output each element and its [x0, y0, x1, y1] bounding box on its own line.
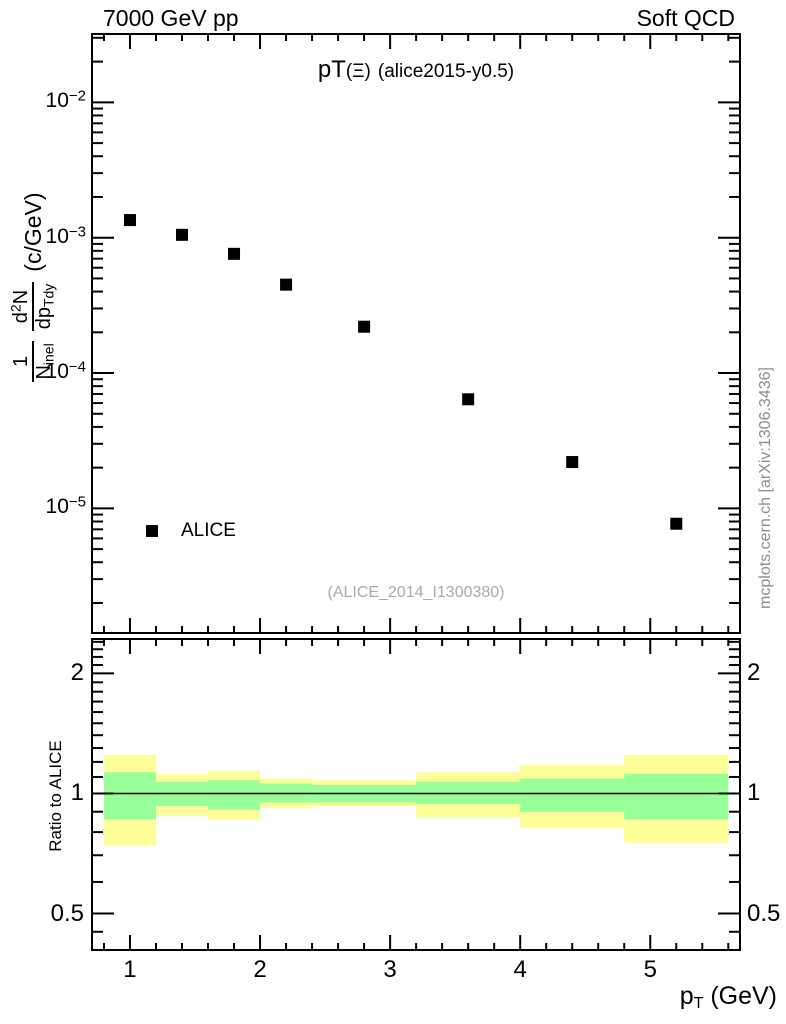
x-axis-label-t-subscript: T: [693, 995, 704, 1012]
y-axis-label-dp: dp: [33, 307, 55, 330]
ratio-band-green: [208, 780, 261, 810]
x-axis-tick-label: 4: [513, 956, 527, 983]
y-axis-tick-label: 10−2: [45, 87, 86, 113]
y-axis-label-squared: 2: [7, 304, 24, 313]
ratio-tick-label-right: 2: [747, 659, 761, 687]
x-axis-label: pT (GeV): [679, 982, 777, 1012]
y-axis-tick-label: 10−5: [45, 493, 86, 519]
data-point-marker: [462, 393, 475, 406]
y-axis-tick-label: 10−3: [45, 222, 86, 248]
legend-label: ALICE: [181, 520, 236, 541]
y-axis-tick-label: 10−4: [45, 358, 86, 384]
legend: ALICE: [146, 520, 236, 542]
x-axis-label-units: (GeV): [703, 982, 777, 1010]
data-point-marker: [566, 456, 579, 469]
x-axis-label-p: p: [679, 982, 694, 1010]
ratio-tick-label-right: 0.5: [747, 899, 781, 927]
main-plot-frame: [91, 33, 741, 634]
plot-title-particle: (Ξ): [345, 61, 371, 82]
ratio-band-green: [624, 773, 729, 820]
y-axis-label-tdy-subscript: Tdy: [40, 283, 57, 308]
plot-title: pT(Ξ) (alice2015-y0.5): [92, 56, 740, 84]
plot-title-observable: pT: [317, 56, 346, 83]
data-point-marker: [358, 320, 371, 333]
ratio-tick-label-right: 1: [747, 779, 761, 807]
watermark-label: mcplots.cern.ch [arXiv:1306.3436]: [757, 367, 774, 609]
y-axis-label-d: d: [10, 312, 32, 324]
legend-marker-square: [146, 525, 158, 537]
y-axis-label: 1 Ninel d2N dpTdy (c/GeV): [4, 42, 62, 532]
x-axis-tick-label: 3: [383, 956, 397, 983]
x-axis-tick-label: 1: [123, 956, 137, 983]
y-axis-label-frac2-numerator: d2N: [7, 281, 34, 332]
ratio-tick-label-left: 0.5: [50, 899, 84, 927]
data-point-marker: [280, 278, 293, 291]
citation-label: (ALICE_2014_I1300380): [327, 584, 505, 601]
y-axis-label-frac2-denominator: dpTdy: [33, 282, 57, 332]
y-axis-label-fraction-2: d2N dpTdy: [7, 281, 57, 332]
data-point-marker: [670, 517, 683, 530]
y-axis-label-n: N: [10, 289, 32, 305]
data-point-marker: [123, 214, 136, 227]
ratio-tick-label-left: 2: [70, 659, 84, 687]
plot-title-analysis: (alice2015-y0.5): [377, 61, 515, 82]
data-point-marker: [228, 247, 241, 260]
ratio-band-green: [103, 772, 156, 820]
ratio-band-green: [520, 778, 625, 812]
x-axis-tick-label: 5: [643, 956, 657, 983]
x-axis-tick-label: 2: [253, 956, 267, 983]
ratio-plot-frame: [91, 638, 741, 951]
process-group-label: Soft QCD: [636, 5, 735, 31]
beam-energy-label: 7000 GeV pp: [103, 5, 239, 31]
data-point-marker: [176, 228, 189, 241]
ratio-tick-label-left: 1: [70, 779, 84, 807]
